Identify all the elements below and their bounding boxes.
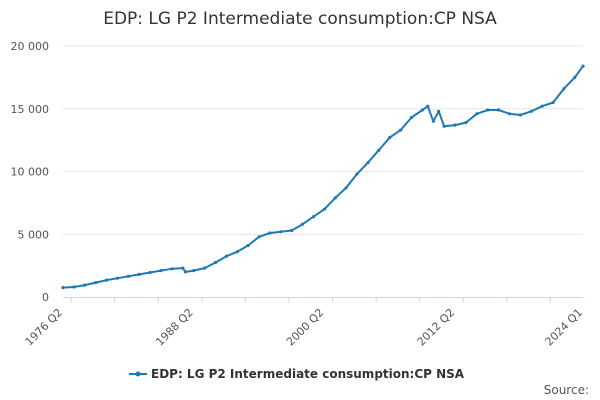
data-point[interactable] [442, 124, 446, 128]
data-point[interactable] [279, 230, 283, 234]
data-point[interactable] [409, 115, 414, 120]
data-point[interactable] [475, 112, 479, 116]
data-point[interactable] [148, 270, 152, 275]
data-point[interactable] [420, 108, 424, 112]
y-tick-label: 20 000 [11, 40, 50, 53]
data-point[interactable] [83, 283, 87, 287]
data-point[interactable] [183, 270, 188, 274]
legend-item-label[interactable]: EDP: LG P2 Intermediate consumption:CP N… [151, 367, 465, 381]
y-axis: 0 5 000 10 000 15 000 20 000 [11, 40, 50, 304]
data-point[interactable] [213, 260, 218, 265]
data-point[interactable] [170, 267, 174, 271]
y-tick-label: 10 000 [11, 166, 50, 179]
data-point[interactable] [581, 64, 585, 68]
data-point[interactable] [551, 100, 555, 105]
data-point[interactable] [115, 276, 120, 280]
data-point[interactable] [562, 87, 566, 91]
data-point[interactable] [311, 215, 316, 219]
data-point[interactable] [573, 75, 577, 79]
data-point[interactable] [192, 269, 196, 273]
source-label: Source: [544, 383, 589, 397]
series-group[interactable] [61, 64, 585, 290]
data-point[interactable] [540, 104, 544, 108]
data-point[interactable] [377, 148, 381, 152]
y-tick-label: 15 000 [11, 103, 50, 116]
y-tick-label: 5 000 [18, 228, 50, 241]
chart-title: EDP: LG P2 Intermediate consumption:CP N… [103, 9, 497, 29]
data-point[interactable] [257, 235, 261, 239]
x-tick-label: 2024 Q1 [543, 306, 586, 349]
data-point[interactable] [235, 250, 239, 254]
data-point[interactable] [290, 228, 294, 233]
data-point[interactable] [366, 161, 370, 165]
legend[interactable]: EDP: LG P2 Intermediate consumption:CP N… [129, 367, 465, 381]
x-tick-label: 1988 Q2 [153, 306, 196, 349]
legend-marker-icon [135, 371, 141, 377]
data-point[interactable] [159, 269, 163, 273]
data-point[interactable] [388, 136, 392, 140]
data-point[interactable] [437, 109, 441, 113]
x-tick-label: 1976 Q2 [23, 306, 66, 349]
data-point[interactable] [399, 128, 403, 132]
data-point[interactable] [426, 104, 430, 108]
x-axis: 1976 Q2 1988 Q2 2000 Q2 2012 Q2 2024 Q1 [23, 297, 586, 349]
data-point[interactable] [497, 108, 501, 112]
data-point[interactable] [464, 121, 468, 125]
data-point[interactable] [486, 108, 490, 112]
data-point[interactable] [507, 112, 512, 116]
data-point[interactable] [181, 266, 185, 270]
data-point[interactable] [301, 222, 305, 226]
data-point[interactable] [137, 272, 141, 276]
x-tick-label: 2000 Q2 [284, 306, 327, 349]
data-point[interactable] [224, 254, 228, 258]
data-point[interactable] [203, 266, 207, 270]
data-point[interactable] [72, 285, 76, 289]
series-line[interactable] [62, 65, 584, 289]
data-point[interactable] [61, 286, 65, 290]
grid [63, 45, 583, 235]
data-point[interactable] [431, 119, 435, 123]
data-point[interactable] [268, 231, 272, 235]
data-point[interactable] [94, 281, 98, 285]
data-point[interactable] [518, 113, 523, 117]
data-point[interactable] [453, 123, 457, 127]
data-point[interactable] [322, 207, 326, 211]
data-point[interactable] [333, 196, 337, 200]
data-point[interactable] [105, 278, 109, 282]
data-point[interactable] [355, 172, 359, 176]
data-point[interactable] [246, 243, 250, 248]
y-tick-label: 0 [42, 291, 49, 304]
data-point[interactable] [126, 274, 130, 278]
data-point[interactable] [529, 109, 533, 113]
x-tick-label: 2012 Q2 [415, 306, 458, 349]
data-point[interactable] [344, 186, 348, 190]
